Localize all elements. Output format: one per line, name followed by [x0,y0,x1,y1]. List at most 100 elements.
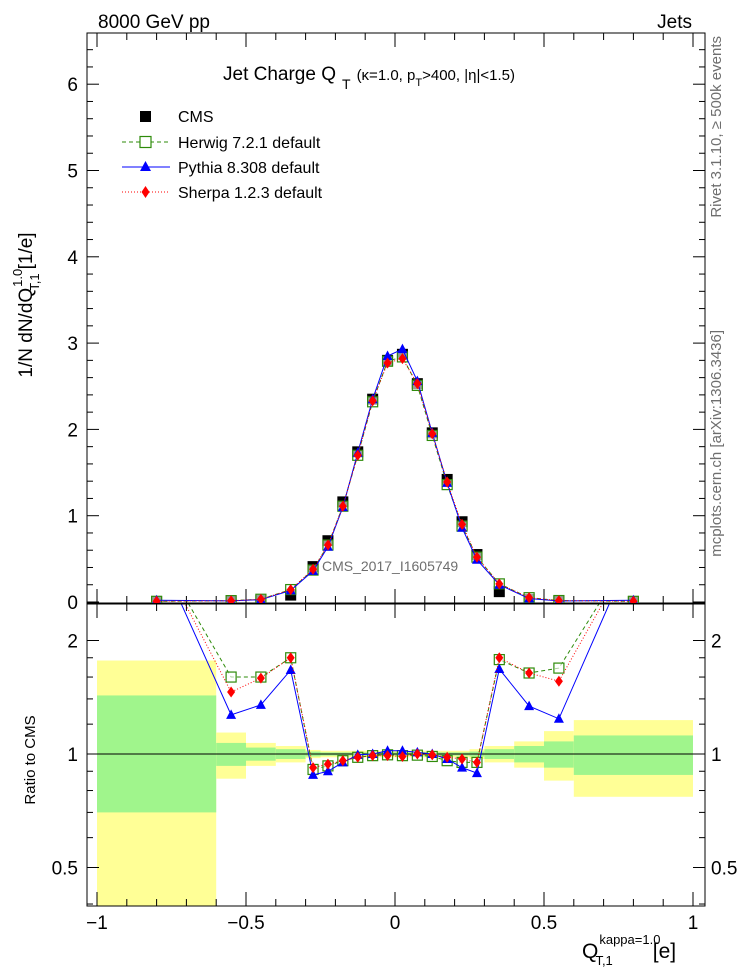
data-point [338,500,347,512]
ratio-point [322,765,333,776]
ratio-point [554,675,563,687]
main-y-axis-label: 1/N dN/dQ1.0 T,1[1/e] [10,232,42,377]
ratio-point [226,709,237,719]
inner-band [544,741,574,768]
ratio-point [353,751,362,763]
ratio-line [180,604,610,776]
main-y-tick-label: 2 [67,420,78,441]
legend-item-herwig: Herwig 7.2.1 default [122,135,321,152]
ratio-series [180,604,610,779]
ratio-point [494,663,505,674]
ratio-point [323,758,332,770]
main-plot-frame [86,32,706,604]
ratio-point [457,762,468,772]
data-point [397,343,408,354]
ratio-y-tick-label-right: 1 [711,745,722,766]
ratio-point [472,756,481,768]
svg-text:1/N dN/dQ1.0T,1[1/e]: 1/N dN/dQ1.0 T,1[1/e] [10,232,42,377]
data-point [629,595,638,603]
ratio-panel: 0.5 0.5 1 1 2 2 −1 −0.5 0 0.5 1 Ratio to CMS Qkapp… [22,603,737,968]
chart-title: Jet Charge Q T (κ=1.0, pT>400, |η|<1.5) [223,64,515,92]
main-y-tick-label: 4 [67,248,78,269]
ratio-point [383,750,392,762]
data-point [443,476,452,488]
data-point [368,395,377,407]
data-point [309,563,318,575]
ratio-point [256,672,265,684]
header-right: Jets [657,12,692,33]
ratio-point [524,700,535,711]
data-point [413,378,422,390]
x-tick-label: 0.5 [531,913,557,934]
main-series [151,343,640,603]
data-point [286,584,295,596]
data-point [382,350,393,361]
ratio-y-tick-label-right: 0.5 [711,858,737,879]
main-panel: 0 1 2 3 4 5 6 CMS_2017_I1605749 Jet Charge Q T(… [10,32,706,614]
ratio-point [471,767,482,778]
data-point [256,593,265,603]
ratio-point [525,667,534,679]
ratio-point [309,762,318,774]
ratio-point [398,750,407,762]
ratio-y-axis-label: Ratio to CMS [22,715,39,804]
ratio-point [285,664,296,675]
data-point [495,578,504,590]
ratio-y-tick-label-right: 2 [711,632,722,653]
legend-item-sherpa: Sherpa 1.2.3 default [122,185,323,202]
data-point [383,357,392,369]
series-line [156,358,634,602]
data-point [458,518,467,530]
data-point [472,551,481,563]
data-point [525,592,534,603]
x-tick-label: 1 [688,913,699,934]
ratio-uncertainty-bands [97,660,693,906]
ratio-point [227,686,236,698]
data-point [323,539,332,551]
inner-band [573,735,693,775]
main-y-tick-label: 1 [67,507,78,528]
legend-item-pythia: Pythia 8.308 default [122,160,320,177]
main-y-tick-label: 5 [67,162,78,183]
data-point [398,353,407,365]
x-tick-label: 0 [390,913,401,934]
legend: CMS Herwig 7.2.1 default Pythia 8.308 de… [122,109,323,202]
data-point [493,586,505,598]
data-point [353,449,362,461]
x-tick-label: −0.5 [227,913,265,934]
ratio-point [225,671,237,683]
ratio-point [428,749,437,761]
main-y-tick-label: 3 [67,334,78,355]
data-point [227,595,236,603]
main-axis-ticks: 0 1 2 3 4 5 6 [67,33,705,614]
ratio-point [308,769,319,779]
rivet-label: Rivet 3.1.10, ≥ 500k events [708,36,725,218]
svg-text:Pythia 8.308 default: Pythia 8.308 default [178,160,320,177]
ratio-point [397,745,408,755]
data-point [152,595,161,603]
ratio-axis-ticks: 0.5 0.5 1 1 2 2 −1 −0.5 0 0.5 1 [52,604,737,934]
ratio-plot-frame [86,603,706,907]
ratio-point [495,652,504,664]
main-y-tick-label: 6 [67,75,78,96]
ratio-point [458,753,467,765]
ratio-point [382,745,393,755]
svg-text:CMS: CMS [178,109,214,126]
data-point [428,428,437,440]
ratio-line [184,604,603,769]
ratio-point [368,750,377,762]
ratio-point [553,713,564,723]
data-point [554,595,563,603]
main-series-3 [152,353,638,603]
ratio-point [338,755,347,767]
legend-item-cms: CMS [140,109,214,126]
x-axis-label: Qkappa=1.0 T,1 [e] [582,932,676,968]
svg-text:Sherpa 1.2.3 default: Sherpa 1.2.3 default [178,185,323,202]
ratio-point [413,748,422,760]
ratio-y-tick-label: 1 [67,745,78,766]
ratio-point [255,699,266,709]
main-y-tick-label: 0 [67,593,78,614]
ratio-y-tick-label: 2 [67,632,78,653]
ratio-y-tick-label: 0.5 [52,858,78,879]
